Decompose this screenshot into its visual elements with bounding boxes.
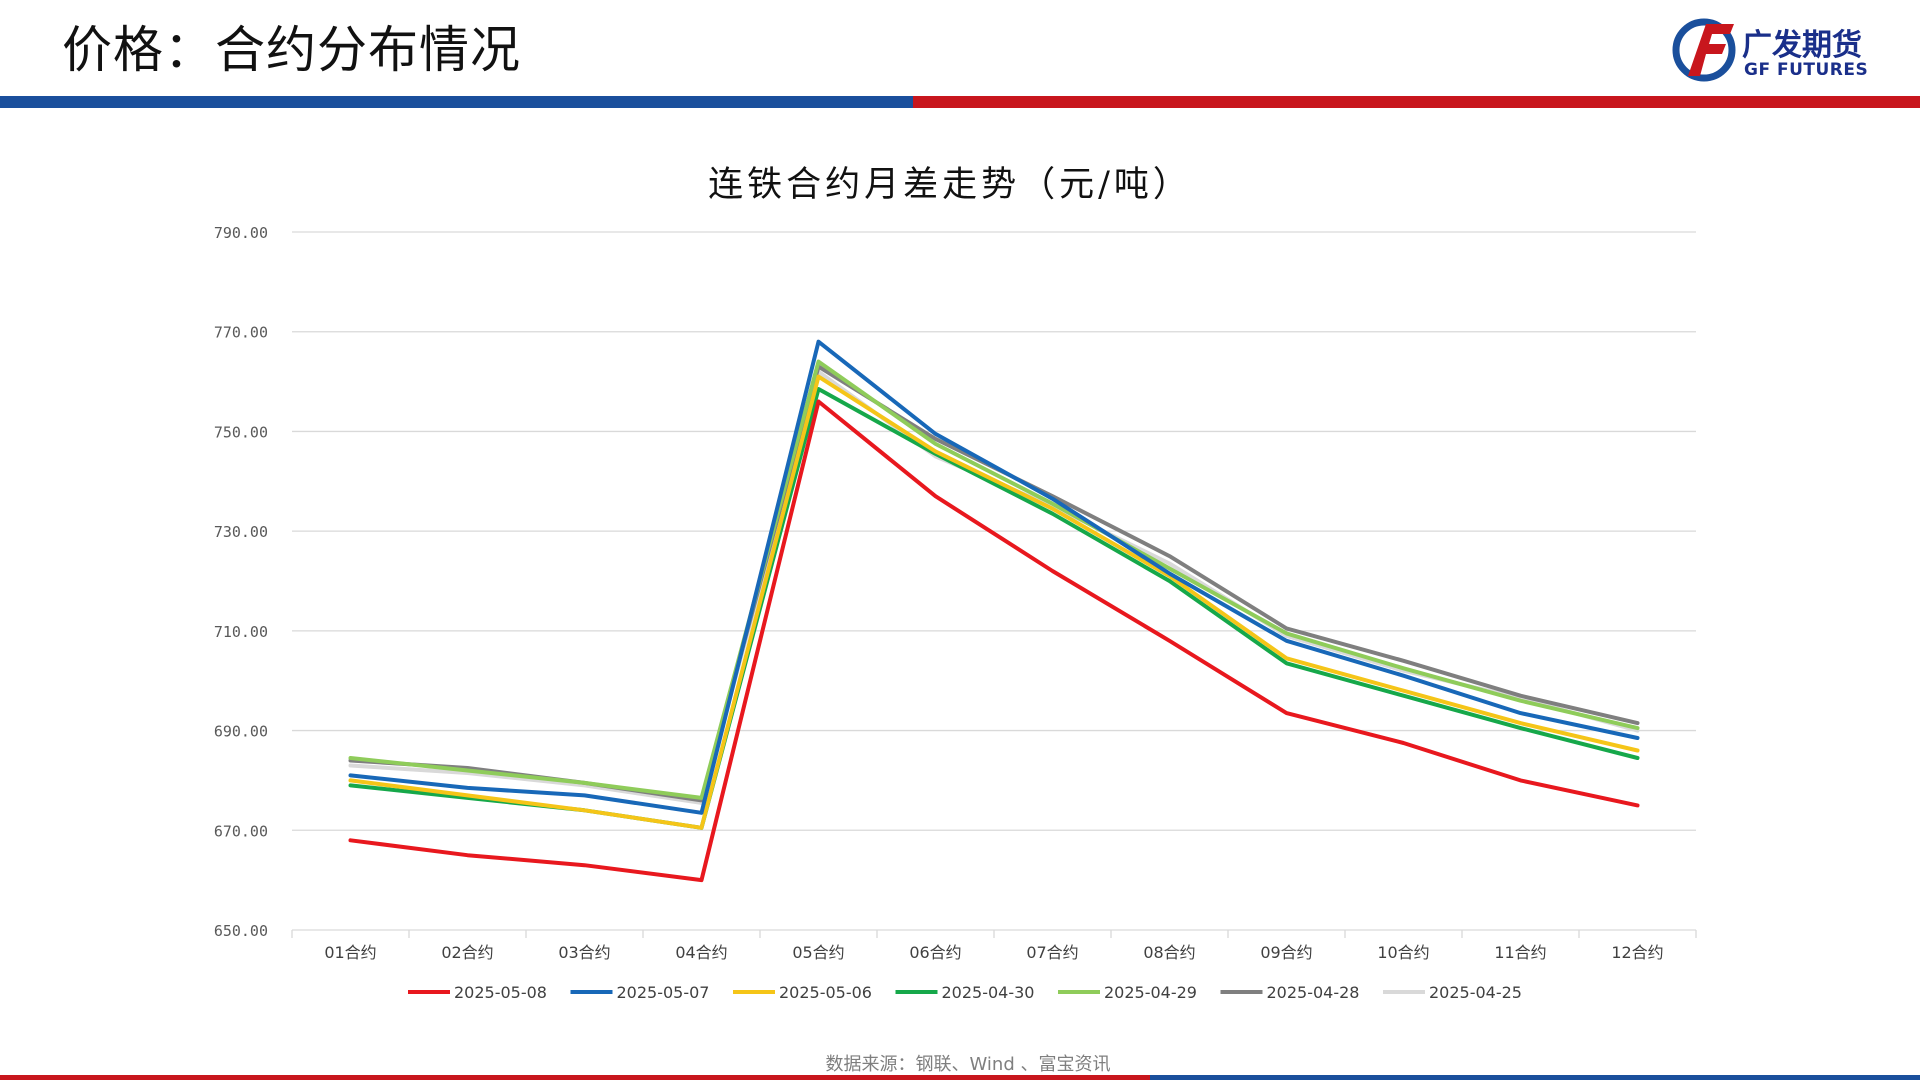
y-tick-label: 670.00: [214, 822, 268, 840]
y-tick-label: 790.00: [214, 224, 268, 242]
x-tick-label: 05合约: [792, 943, 844, 962]
logo-text-cn: 广发期货: [1742, 28, 1862, 63]
y-tick-label: 730.00: [214, 523, 268, 541]
legend-label: 2025-04-29: [1104, 983, 1197, 1002]
series-line-2025-05-06: [348, 374, 1640, 830]
x-tick-label: 03合约: [558, 943, 610, 962]
data-source-note: 数据来源：钢联、Wind 、富宝资讯: [825, 1054, 1111, 1075]
series-line-2025-04-30: [348, 387, 1640, 830]
y-axis: 650.00 670.00 690.00 710.00 730.00 750.00 770.…: [214, 224, 268, 940]
x-tick-label: 01合约: [324, 943, 376, 962]
slide-title: 价格：合约分布情况: [62, 21, 521, 79]
footer-band-blue: [1150, 1075, 1920, 1080]
gf-logo-icon: [1672, 18, 1736, 82]
chart-gridlines: [292, 231, 1696, 931]
x-tick-label: 06合约: [909, 943, 961, 962]
header-band-red: [913, 96, 1920, 108]
x-tick-label: 02合约: [441, 943, 493, 962]
legend-label: 2025-04-30: [942, 983, 1035, 1002]
x-axis: 01合约 02合约 03合约 04合约 05合约 06合约 07合约 08合约 09合约 10合约…: [291, 930, 1697, 962]
y-tick-label: 710.00: [214, 623, 268, 641]
x-tick-label: 11合约: [1494, 943, 1546, 962]
x-tick-label: 10合约: [1377, 943, 1429, 962]
logo-text-en: GF FUTURES: [1744, 60, 1869, 80]
y-tick-label: 650.00: [214, 922, 268, 940]
legend-label: 2025-05-08: [454, 983, 547, 1002]
chart-legend: 2025-05-08 2025-05-07 2025-05-06 2025-04-30…: [408, 983, 1522, 1002]
series-line-2025-05-08: [348, 399, 1640, 883]
x-tick-label: 08合约: [1143, 943, 1195, 962]
x-tick-label: 04合约: [675, 943, 727, 962]
gf-futures-logo: 广发期货 GF FUTURES: [1672, 16, 1882, 86]
footer-band-red: [0, 1075, 1150, 1080]
series-line-2025-05-07: [348, 339, 1640, 815]
header-band-blue: [0, 96, 913, 108]
x-tick-label: 09合约: [1260, 943, 1312, 962]
y-tick-label: 770.00: [214, 324, 268, 342]
chart-title: 连铁合约月差走势（元/吨）: [708, 165, 1192, 205]
legend-label: 2025-04-28: [1267, 983, 1360, 1002]
legend-label: 2025-05-06: [779, 983, 872, 1002]
series-line-2025-04-29: [348, 359, 1640, 800]
y-tick-label: 690.00: [214, 723, 268, 741]
legend-label: 2025-05-07: [617, 983, 710, 1002]
x-tick-label: 07合约: [1026, 943, 1078, 962]
legend-label: 2025-04-25: [1429, 983, 1522, 1002]
y-tick-label: 750.00: [214, 423, 268, 441]
series-line-2025-04-25: [348, 369, 1640, 805]
x-tick-label: 12合约: [1611, 943, 1663, 962]
line-chart: 650.00 670.00 690.00 710.00 730.00 750.00 770.…: [214, 224, 1697, 1002]
chart-series: [348, 339, 1640, 883]
